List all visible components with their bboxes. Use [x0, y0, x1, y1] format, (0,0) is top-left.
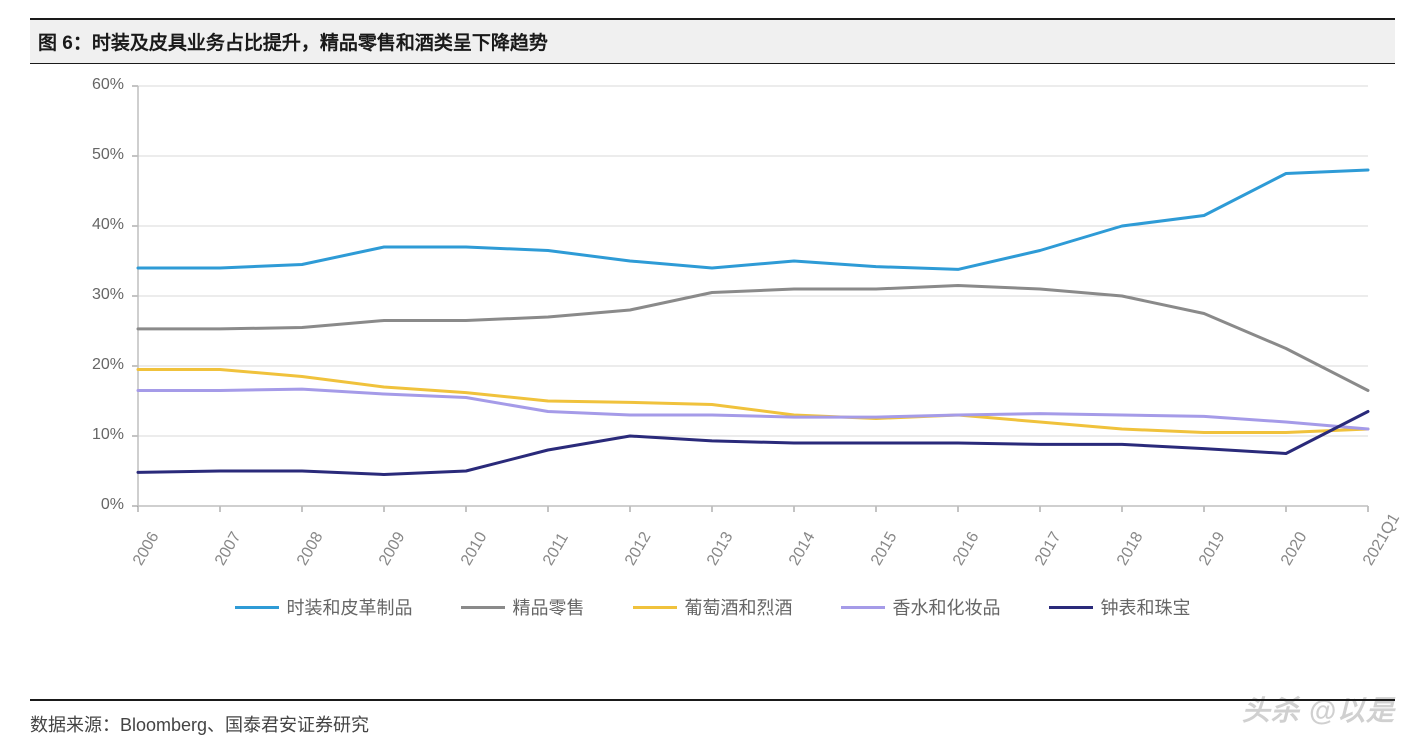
legend-swatch	[1049, 606, 1093, 609]
legend-swatch	[841, 606, 885, 609]
legend-item: 钟表和珠宝	[1049, 594, 1191, 620]
y-tick-label: 30%	[30, 286, 124, 304]
legend-item: 时装和皮革制品	[235, 594, 413, 620]
legend-swatch	[633, 606, 677, 609]
figure-title: 图 6：时装及皮具业务占比提升，精品零售和酒类呈下降趋势	[38, 28, 1387, 55]
y-tick-label: 20%	[30, 356, 124, 374]
chart-area: 0%10%20%30%40%50%60% 2006200720082009201…	[30, 74, 1395, 624]
legend-item: 精品零售	[461, 594, 585, 620]
figure-title-bar: 图 6：时装及皮具业务占比提升，精品零售和酒类呈下降趋势	[30, 18, 1395, 64]
y-tick-label: 10%	[30, 426, 124, 444]
legend-label: 葡萄酒和烈酒	[685, 594, 793, 620]
legend-item: 葡萄酒和烈酒	[633, 594, 793, 620]
legend-swatch	[461, 606, 505, 609]
legend-label: 时装和皮革制品	[287, 594, 413, 620]
legend-label: 香水和化妆品	[893, 594, 1001, 620]
legend-label: 钟表和珠宝	[1101, 594, 1191, 620]
chart-legend: 时装和皮革制品 精品零售 葡萄酒和烈酒 香水和化妆品 钟表和珠宝	[30, 594, 1395, 620]
y-tick-label: 40%	[30, 216, 124, 234]
legend-swatch	[235, 606, 279, 609]
y-tick-label: 60%	[30, 76, 124, 94]
legend-item: 香水和化妆品	[841, 594, 1001, 620]
line-chart-svg	[30, 74, 1395, 544]
y-tick-label: 50%	[30, 146, 124, 164]
y-tick-label: 0%	[30, 496, 124, 514]
data-source: 数据来源：Bloomberg、国泰君安证券研究	[30, 699, 1395, 737]
legend-label: 精品零售	[513, 594, 585, 620]
